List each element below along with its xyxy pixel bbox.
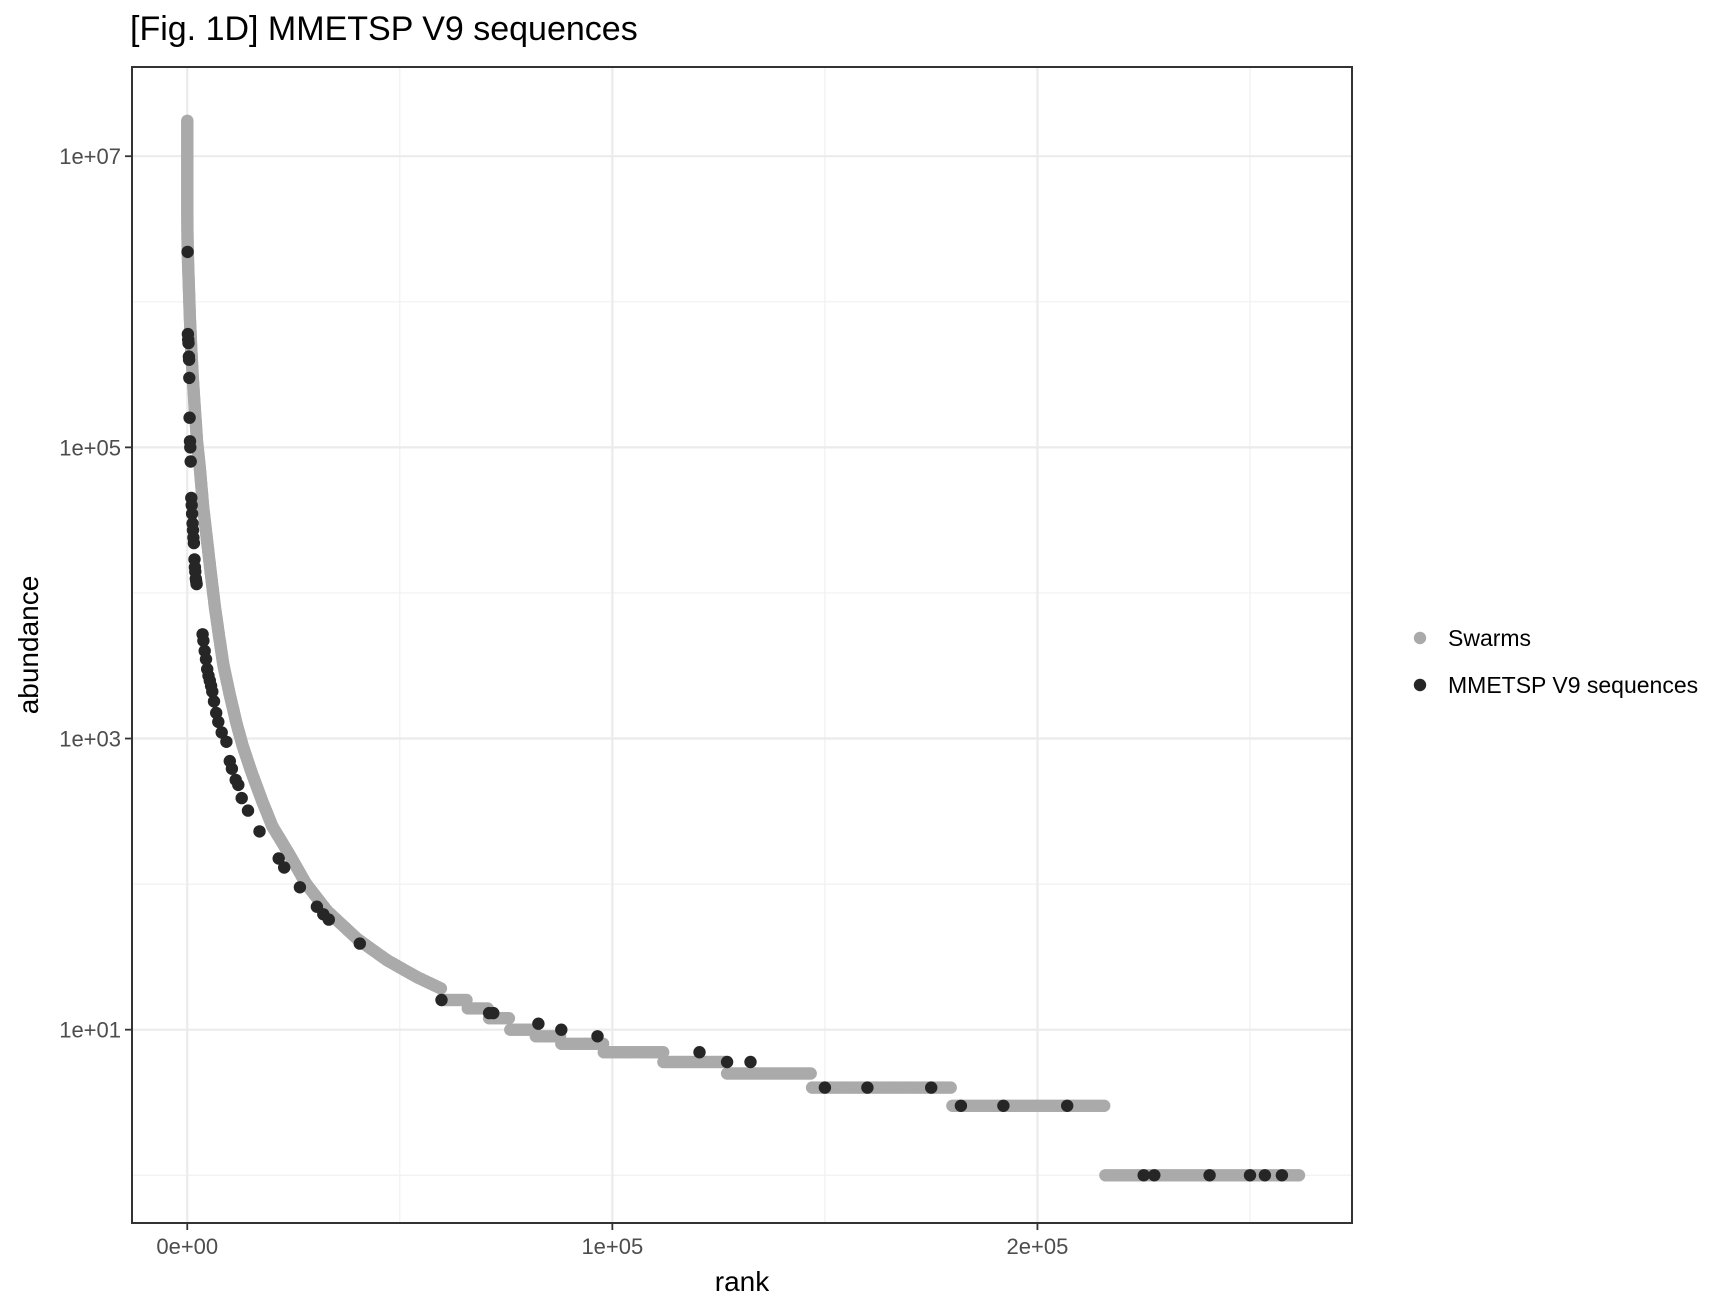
mmetsp-point <box>197 634 210 647</box>
swarm-point <box>434 982 448 995</box>
legend-key <box>1413 678 1427 692</box>
mmetsp-point <box>1275 1169 1289 1182</box>
mmetsp-point <box>183 411 196 424</box>
legend: Swarms MMETSP V9 sequences <box>1413 625 1698 698</box>
mmetsp-point <box>181 245 194 259</box>
swarm-point <box>944 1081 957 1094</box>
mmetsp-point <box>997 1099 1010 1113</box>
mmetsp-point <box>241 804 255 817</box>
mmetsp-point <box>293 881 307 894</box>
swarm-point <box>657 1046 670 1059</box>
mmetsp-point <box>206 685 219 698</box>
mmetsp-point <box>232 778 245 792</box>
mmetsp-point <box>235 791 248 805</box>
mmetsp-point <box>322 913 335 926</box>
mmetsp-point <box>278 861 291 874</box>
mmetsp-point <box>1137 1169 1150 1182</box>
mmetsp-point <box>190 577 203 591</box>
mmetsp-point <box>220 735 233 748</box>
mmetsp-point <box>187 536 201 550</box>
mmetsp-point <box>225 762 239 775</box>
mmetsp-point <box>353 937 366 950</box>
mmetsp-point <box>435 993 448 1007</box>
mmetsp-point <box>555 1023 568 1036</box>
mmetsp-point <box>1148 1169 1161 1182</box>
mmetsp-point <box>199 653 213 666</box>
mmetsp-point <box>720 1055 734 1069</box>
major-gridlines <box>132 67 1352 1223</box>
mmetsp-point <box>744 1055 757 1069</box>
legend-key <box>1413 631 1427 645</box>
mmetsp-point <box>183 371 196 385</box>
mmetsp-point <box>215 726 228 739</box>
swarm-point <box>1098 1099 1111 1113</box>
y-axis-title: abundance <box>13 576 44 715</box>
x-axis: 0e+00 1e+05 2e+05 <box>156 1223 1068 1259</box>
mmetsp-series <box>181 245 1289 1182</box>
y-tick-label: 1e+05 <box>59 435 121 460</box>
minor-gridlines <box>132 67 1352 1223</box>
mmetsp-point <box>591 1030 604 1043</box>
y-tick-label: 1e+03 <box>59 727 121 752</box>
legend-label: MMETSP V9 sequences <box>1448 672 1698 698</box>
legend-label: Swarms <box>1448 625 1531 651</box>
mmetsp-point <box>1243 1169 1257 1182</box>
mmetsp-point <box>182 353 196 366</box>
swarm-point <box>502 1012 516 1025</box>
mmetsp-point <box>185 507 199 520</box>
mmetsp-point <box>184 441 197 454</box>
x-axis-title: rank <box>715 1266 770 1296</box>
mmetsp-point <box>693 1046 706 1059</box>
mmetsp-point <box>184 455 197 468</box>
mmetsp-point <box>272 852 285 865</box>
y-axis: 1e+01 1e+03 1e+05 1e+07 <box>59 144 132 1043</box>
mmetsp-point <box>487 1006 500 1020</box>
x-tick-label: 0e+00 <box>156 1234 218 1259</box>
y-tick-label: 1e+01 <box>59 1018 121 1043</box>
mmetsp-point <box>212 715 225 729</box>
plot-border <box>131 66 1353 1224</box>
mmetsp-point <box>1061 1099 1074 1113</box>
y-tick-label: 1e+07 <box>59 144 121 169</box>
x-tick-label: 1e+05 <box>581 1234 643 1259</box>
chart-title: [Fig. 1D] MMETSP V9 sequences <box>130 10 638 48</box>
plot-panel <box>132 67 1352 1223</box>
swarm-point <box>804 1067 817 1080</box>
mmetsp-point <box>954 1099 968 1113</box>
mmetsp-point <box>818 1081 832 1094</box>
mmetsp-point <box>1258 1169 1272 1182</box>
mmetsp-point <box>925 1081 938 1094</box>
mmetsp-point <box>861 1081 874 1094</box>
mmetsp-point <box>207 695 221 708</box>
mmetsp-point <box>253 825 266 838</box>
mmetsp-point <box>182 336 195 350</box>
mmetsp-point <box>532 1017 545 1030</box>
x-tick-label: 2e+05 <box>1007 1234 1069 1259</box>
swarm-point <box>1292 1169 1306 1182</box>
mmetsp-point <box>1203 1169 1216 1182</box>
